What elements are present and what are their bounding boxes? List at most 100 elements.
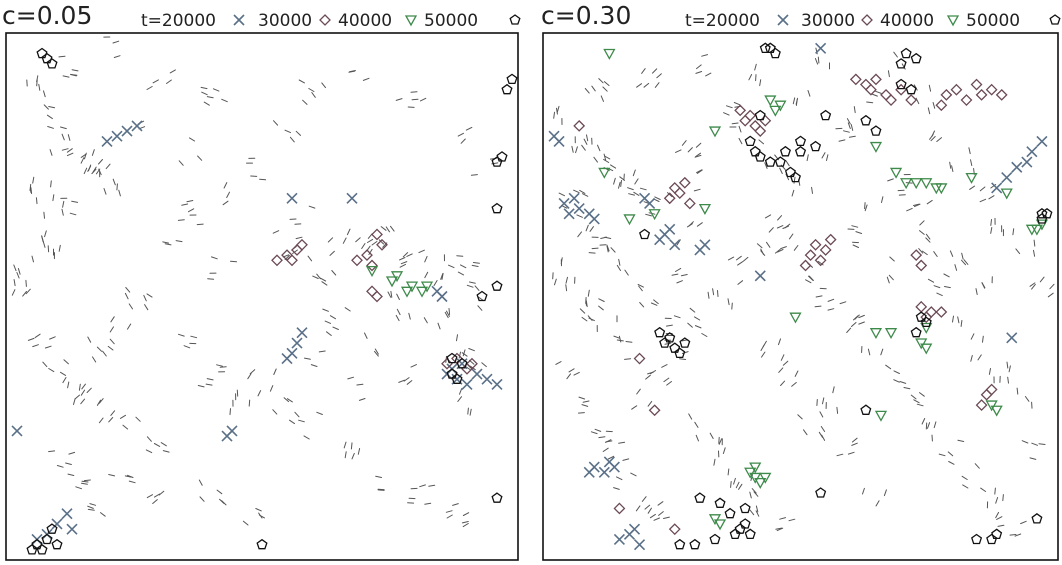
agent-dash-mark — [298, 419, 305, 423]
point-40000 — [361, 249, 373, 262]
agent-dash-mark — [103, 188, 107, 195]
agent-dash-mark — [666, 381, 672, 386]
agent-dash-mark — [324, 320, 332, 324]
agent-dash-mark — [319, 277, 327, 282]
agent-dash-mark — [695, 71, 703, 74]
point-30000 — [1001, 172, 1013, 184]
agent-dash-mark — [81, 482, 88, 485]
agent-dash-mark — [61, 133, 65, 141]
point-pentagon — [724, 507, 736, 519]
agent-dash-mark — [65, 462, 72, 465]
agent-dash-mark — [162, 450, 170, 453]
agent-dash-mark — [316, 273, 321, 280]
point-50000 — [708, 514, 722, 526]
agent-dash-mark — [178, 333, 185, 337]
agent-dash-mark — [295, 130, 301, 136]
agent-dash-mark — [32, 176, 35, 184]
agent-dash-mark — [178, 160, 184, 166]
point-pentagon — [506, 73, 518, 85]
point-pentagon — [754, 109, 766, 121]
agent-dash-mark — [936, 292, 943, 297]
agent-dash-mark — [977, 354, 982, 361]
agent-dash-mark — [776, 527, 784, 532]
point-40000 — [985, 383, 998, 396]
agent-dash-mark — [814, 305, 822, 308]
agent-dash-mark — [98, 398, 104, 404]
point-50000 — [749, 462, 762, 474]
agent-dash-mark — [13, 279, 16, 287]
point-pentagon — [769, 47, 781, 59]
agent-dash-mark — [851, 442, 858, 446]
agent-dash-mark — [128, 480, 136, 484]
point-pentagon — [744, 135, 756, 147]
agent-dash-mark — [556, 105, 560, 113]
agent-dash-mark — [302, 99, 308, 105]
agent-dash-mark — [778, 338, 781, 346]
agent-dash-mark — [355, 237, 361, 243]
point-pentagon — [895, 78, 907, 90]
agent-dash-mark — [152, 499, 158, 504]
point-50000 — [744, 467, 757, 479]
agent-dash-mark — [858, 321, 865, 325]
agent-dash-mark — [318, 350, 326, 353]
agent-dash-mark — [108, 417, 114, 423]
agent-dash-mark — [585, 224, 589, 232]
agent-dash-mark — [308, 88, 315, 92]
point-30000 — [291, 337, 303, 349]
agent-dash-mark — [982, 335, 984, 343]
agent-dash-mark — [618, 181, 621, 189]
agent-dash-mark — [815, 295, 823, 298]
point-pentagon — [491, 156, 503, 167]
agent-dash-mark — [361, 243, 366, 249]
agent-dash-mark — [632, 169, 636, 177]
point-pentagon — [789, 171, 801, 183]
agent-dash-mark — [152, 79, 159, 84]
agent-dash-mark — [641, 496, 647, 502]
agent-dash-mark — [975, 288, 978, 295]
agent-dash-mark — [588, 252, 596, 254]
agent-dash-mark — [598, 78, 604, 84]
agent-dash-mark — [41, 235, 44, 243]
point-pentagon — [26, 543, 38, 555]
agent-dash-mark — [47, 126, 54, 129]
point-50000 — [920, 343, 933, 355]
point-30000 — [436, 290, 448, 303]
point-50000 — [884, 328, 898, 340]
agent-dash-mark — [80, 389, 86, 396]
agent-dash-mark — [62, 200, 65, 208]
agent-dash-mark — [696, 222, 703, 227]
agent-dash-mark — [581, 144, 586, 151]
point-40000 — [935, 99, 948, 112]
point-40000 — [925, 306, 938, 318]
agent-dash-mark — [723, 112, 730, 116]
agent-dash-mark — [957, 316, 960, 324]
agent-dash-mark — [62, 75, 70, 78]
agent-dash-mark — [788, 233, 794, 240]
agent-dash-mark — [461, 352, 468, 357]
point-30000 — [633, 539, 646, 551]
legend-marker-pentagon — [1049, 14, 1061, 25]
point-pentagon — [491, 202, 503, 214]
agent-dash-mark — [694, 421, 699, 428]
point-40000 — [824, 233, 837, 246]
point-40000 — [885, 94, 897, 106]
agent-dash-mark — [332, 326, 339, 330]
point-40000 — [296, 238, 308, 251]
agent-dash-mark — [1038, 443, 1046, 445]
point-50000 — [915, 338, 928, 350]
agent-dash-mark — [779, 517, 786, 520]
agent-dash-mark — [618, 441, 626, 444]
agent-dash-mark — [730, 481, 732, 488]
agent-dash-mark — [867, 348, 871, 356]
agent-dash-mark — [843, 130, 850, 133]
agent-dash-mark — [377, 489, 385, 491]
agent-dash-mark — [419, 97, 427, 102]
point-pentagon — [774, 156, 786, 167]
agent-dash-mark — [717, 290, 719, 297]
agent-dash-mark — [899, 381, 907, 384]
agent-dash-mark — [81, 480, 89, 483]
point-30000 — [628, 523, 641, 535]
point-50000 — [708, 126, 722, 138]
agent-dash-mark — [666, 324, 673, 327]
agent-dash-mark — [578, 412, 585, 414]
